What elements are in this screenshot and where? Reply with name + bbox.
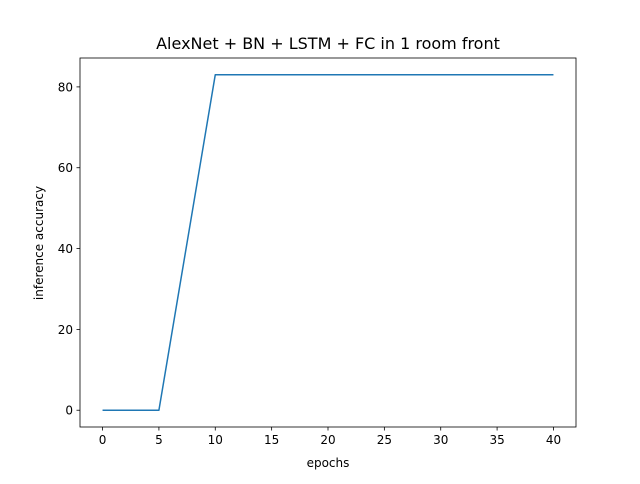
x-tick-label: 25 bbox=[377, 433, 392, 447]
y-tick-label: 0 bbox=[65, 404, 73, 418]
x-tick-label: 0 bbox=[99, 433, 107, 447]
y-tick-label: 20 bbox=[58, 323, 73, 337]
x-tick-label: 20 bbox=[320, 433, 335, 447]
y-tick-label: 40 bbox=[58, 242, 73, 256]
x-axis-label: epochs bbox=[307, 456, 350, 470]
x-tick-label: 15 bbox=[264, 433, 279, 447]
y-tick-label: 80 bbox=[58, 80, 73, 94]
series-line-0 bbox=[102, 74, 554, 411]
chart-title: AlexNet + BN + LSTM + FC in 1 room front bbox=[156, 34, 500, 53]
axes: 0 5 10 15 20 25 30 35 40 0 20 40 60 80 bbox=[58, 57, 577, 447]
x-tick-label: 5 bbox=[155, 433, 163, 447]
y-tick-label: 60 bbox=[58, 161, 73, 175]
x-tick-label: 40 bbox=[546, 433, 561, 447]
y-axis-label: inference accuracy bbox=[32, 186, 46, 300]
x-tick-label: 30 bbox=[433, 433, 448, 447]
x-tick-label: 10 bbox=[208, 433, 223, 447]
plot-area bbox=[102, 74, 554, 411]
x-tick-label: 35 bbox=[489, 433, 504, 447]
